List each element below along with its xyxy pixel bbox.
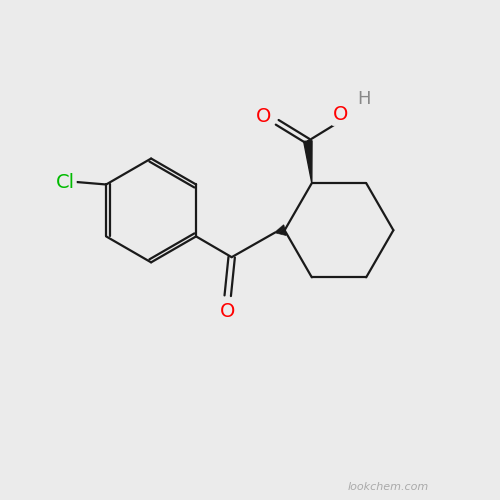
Text: Cl: Cl bbox=[56, 172, 75, 192]
Polygon shape bbox=[304, 140, 312, 183]
Text: H: H bbox=[358, 90, 371, 108]
Text: O: O bbox=[220, 302, 236, 321]
Text: O: O bbox=[334, 106, 348, 124]
Text: lookchem.com: lookchem.com bbox=[348, 482, 429, 492]
Text: O: O bbox=[256, 107, 271, 126]
